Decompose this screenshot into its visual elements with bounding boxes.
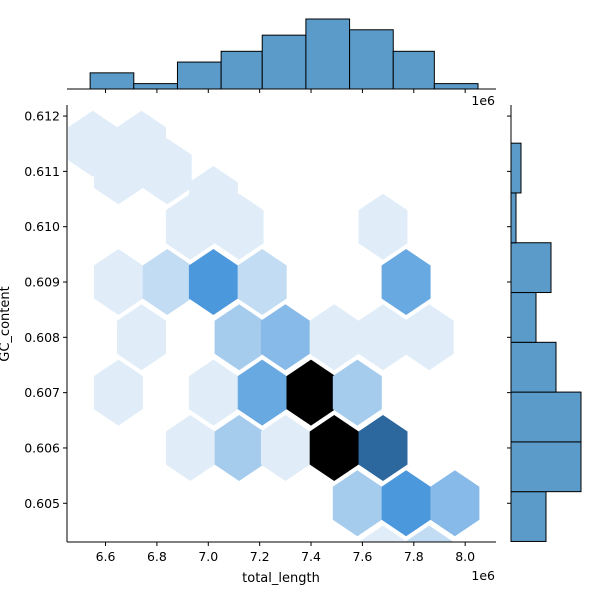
top-offset-text: 1e6 [471,93,495,108]
hex-cell [260,415,310,481]
x-histogram-bar [89,72,135,90]
x-histogram-bar [433,83,479,90]
hex-cell [358,525,408,542]
y-tick-label: 0.607 [24,385,60,400]
hex-cell [332,470,382,537]
hex-cell [332,359,382,426]
hex-cell [309,415,359,481]
y-axis-label: GC_content [0,286,13,361]
hex-cell [381,470,431,537]
x-tick-label: 7.6 [352,549,372,564]
y-histogram-bar [510,491,547,542]
y-histogram-bar [510,341,557,393]
y-histogram-bar [510,242,552,294]
main-axes [66,105,496,543]
y-tick-label: 0.605 [24,496,60,511]
hex-cell [93,249,143,315]
y-tick-label: 0.610 [24,219,60,234]
x-axis-label: total_length [242,571,320,586]
hex-cell [358,415,408,481]
hex-cell [260,304,310,371]
x-histogram-bar [349,29,394,90]
hex-cell [214,193,264,260]
y-tick-label: 0.606 [24,440,60,455]
x-tick-label: 6.6 [96,549,116,564]
hex-cell [358,304,408,371]
x-tick-label: 7.2 [250,549,270,564]
hex-cell [188,249,238,315]
x-histogram-bar [305,18,351,90]
y-tick-label: 0.609 [24,275,60,290]
y-histogram-bar [510,142,522,194]
hex-cell [93,359,143,426]
x-tick-label: 7.4 [301,549,321,564]
y-marginal-histogram [507,105,582,542]
x-histogram-bar [220,50,263,90]
hex-cell [381,249,431,315]
hex-cell [214,304,264,371]
x-tick-label: 8.0 [455,549,475,564]
hex-cell [214,415,264,481]
hex-cell [165,415,215,481]
hex-cell [237,249,287,315]
x-tick-label: 7.0 [198,549,218,564]
hex-cell [142,138,192,205]
hex-cell [93,138,143,205]
y-tick-label: 0.612 [24,109,60,124]
y-histogram-bar [510,391,582,443]
x-tick-label: 6.8 [147,549,167,564]
hex-cell [358,193,408,260]
hex-cell [117,304,166,371]
y-histogram-bar [510,192,517,244]
hex-cell [188,359,238,426]
hex-cell [142,249,192,315]
hex-cell [404,304,454,371]
hex-cell [404,525,454,542]
x-histogram-bar [261,34,307,90]
y-histogram-bar [510,441,582,493]
hexbin-plot-area [68,110,480,542]
x-histogram-bar [133,83,178,90]
y-histogram-bar [510,292,537,343]
hex-cell [237,359,287,426]
x-axis-ticks: 6.6 6.8 7.0 7.2 7.4 7.6 7.8 8.0 [96,542,475,564]
x-offset-text: 1e6 [471,568,495,583]
y-tick-label: 0.611 [24,164,60,179]
x-marginal-histogram [67,18,496,93]
y-tick-label: 0.608 [24,330,60,345]
hex-cell [430,470,480,537]
y-axis-ticks: 0.605 0.606 0.607 0.608 0.609 0.610 0.611 0.612 [24,109,67,511]
x-histogram-bar [176,61,222,90]
hex-cell [309,304,359,371]
x-histogram-bar [392,50,435,90]
hex-cell [286,359,336,426]
x-tick-label: 7.8 [404,549,424,564]
